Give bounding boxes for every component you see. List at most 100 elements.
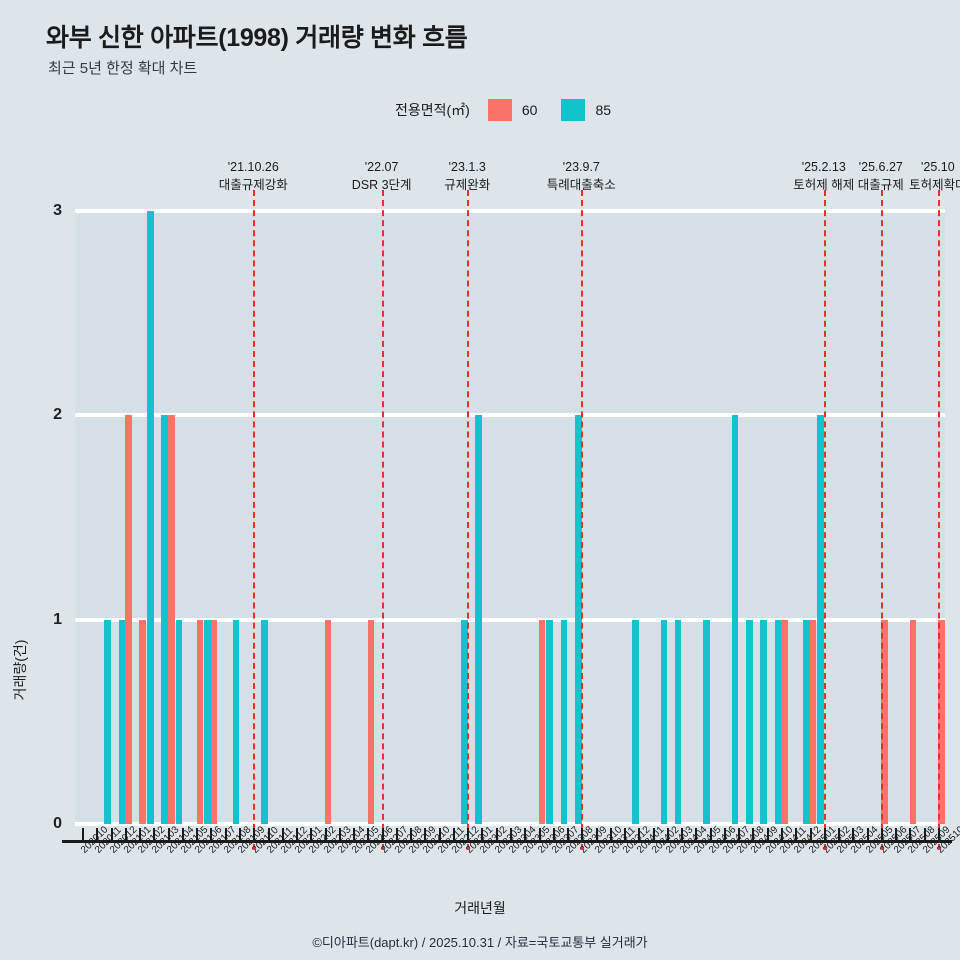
legend-title: 전용면적(㎡) — [395, 102, 470, 118]
bar-60-202206[interactable] — [367, 619, 375, 824]
annotation-202506: '25.6.27 대출규제 — [858, 158, 904, 194]
annotation-date: '23.1.3 — [448, 160, 486, 174]
bar-85-202401[interactable] — [632, 619, 639, 824]
x-tick — [923, 828, 926, 842]
bar-85-202502[interactable] — [817, 415, 825, 824]
annotation-text: 대출규제강화 — [218, 178, 288, 193]
x-tick — [124, 828, 127, 842]
bar-85-202103[interactable] — [147, 211, 154, 824]
x-tick — [181, 828, 184, 842]
annotation-text: 특례대출축소 — [546, 178, 616, 193]
y-axis: 거래량(건) 0 1 2 3 — [0, 140, 62, 832]
x-tick — [738, 828, 741, 842]
legend-label-85: 85 — [595, 102, 612, 118]
x-tick — [224, 828, 227, 842]
bar-60-202107[interactable] — [210, 619, 218, 824]
plot-area — [75, 140, 945, 830]
bar-85-202410[interactable] — [760, 619, 767, 824]
bar-60-202411[interactable] — [781, 619, 788, 824]
footer-credit: ©디아파트(dapt.kr) / 2025.10.31 / 자료=국토교통부 실… — [312, 935, 648, 950]
x-tick — [452, 828, 455, 842]
x-tick — [510, 828, 512, 842]
annotation-date: '25.6.27 — [858, 160, 903, 174]
page-title: 와부 신한 아파트(1998) 거래량 변화 흐름 — [46, 24, 468, 52]
bar-85-202406[interactable] — [703, 619, 710, 824]
bar-60-202306[interactable] — [538, 619, 546, 824]
annotation-date: '25.2.13 — [801, 160, 846, 174]
bar-85-202105[interactable] — [175, 619, 183, 824]
bar-85-202111[interactable] — [261, 619, 268, 824]
x-tick — [338, 828, 341, 842]
x-tick — [410, 828, 413, 842]
bar-60-202203[interactable] — [324, 619, 332, 824]
gridline — [75, 209, 945, 214]
bar-85-202308[interactable] — [560, 619, 568, 824]
bar-60-202506[interactable] — [881, 619, 888, 824]
x-tick — [424, 828, 427, 842]
x-tick — [709, 828, 712, 842]
legend-swatch-85 — [561, 99, 586, 121]
bar-85-202107[interactable] — [204, 619, 211, 824]
bar-85-202404[interactable] — [674, 619, 682, 824]
x-tick — [937, 828, 940, 842]
bar-85-202307[interactable] — [546, 619, 554, 824]
event-line-202110 — [253, 190, 256, 850]
x-tick — [638, 828, 641, 842]
bar-60-202102[interactable] — [139, 619, 147, 824]
x-tick — [310, 828, 313, 842]
x-tick — [880, 828, 883, 842]
annotation-202510: '25.10 토허제확대 — [909, 158, 960, 194]
bar-60-202508[interactable] — [909, 619, 917, 824]
annotation-202207: '22.07 DSR 3단계 — [352, 158, 412, 194]
bar-85-202012[interactable] — [104, 619, 111, 824]
bar-85-202409[interactable] — [746, 619, 753, 824]
bar-85-202408[interactable] — [731, 415, 739, 824]
annotation-202301: '23.1.3 규제완화 — [444, 158, 490, 194]
bar-60-202104[interactable] — [168, 415, 175, 824]
x-tick — [823, 828, 826, 842]
annotation-text: 규제완화 — [444, 178, 491, 193]
x-tick — [239, 828, 242, 842]
x-tick — [666, 828, 669, 842]
gridline — [75, 413, 945, 418]
x-tick — [139, 828, 142, 842]
y-tick-label: 1 — [53, 610, 62, 628]
bar-60-202510[interactable] — [938, 619, 945, 824]
bar-60-202501[interactable] — [809, 619, 817, 824]
bar-85-202309[interactable] — [575, 415, 582, 824]
bar-85-202301[interactable] — [460, 619, 468, 824]
x-tick — [395, 828, 398, 842]
bar-85-202109[interactable] — [232, 619, 240, 824]
x-tick — [809, 828, 812, 842]
bar-85-202501[interactable] — [803, 619, 810, 824]
x-tick — [281, 828, 284, 842]
gridline — [75, 617, 945, 622]
annotation-202502: '25.2.13 토허제 해제 — [793, 158, 854, 194]
x-tick — [723, 828, 726, 842]
legend-item-60[interactable]: 60 — [487, 99, 537, 121]
annotation-date: '21.10.26 — [227, 160, 279, 174]
legend-item-85[interactable]: 85 — [561, 99, 611, 121]
gridline — [75, 822, 945, 826]
x-tick — [153, 828, 156, 842]
bar-85-202101[interactable] — [118, 619, 126, 824]
x-tick — [210, 828, 213, 842]
bar-85-202104[interactable] — [161, 415, 168, 824]
x-tick — [82, 828, 85, 842]
x-tick — [367, 828, 370, 842]
bar-85-202403[interactable] — [660, 619, 668, 824]
bar-85-202411[interactable] — [774, 619, 782, 824]
bar-85-202302[interactable] — [475, 415, 482, 824]
page-subtitle: 최근 5년 한정 확대 차트 — [48, 60, 198, 77]
y-tick-label: 3 — [53, 202, 62, 220]
bar-60-202101[interactable] — [125, 415, 132, 824]
event-line-202207 — [381, 190, 384, 850]
x-tick — [96, 828, 99, 842]
x-tick — [110, 828, 113, 842]
bar-60-202106[interactable] — [196, 619, 204, 824]
y-tick-label: 2 — [53, 406, 62, 424]
x-tick — [467, 828, 470, 842]
annotation-202110: '21.10.26 대출규제강화 — [219, 158, 288, 194]
x-tick — [381, 828, 384, 842]
